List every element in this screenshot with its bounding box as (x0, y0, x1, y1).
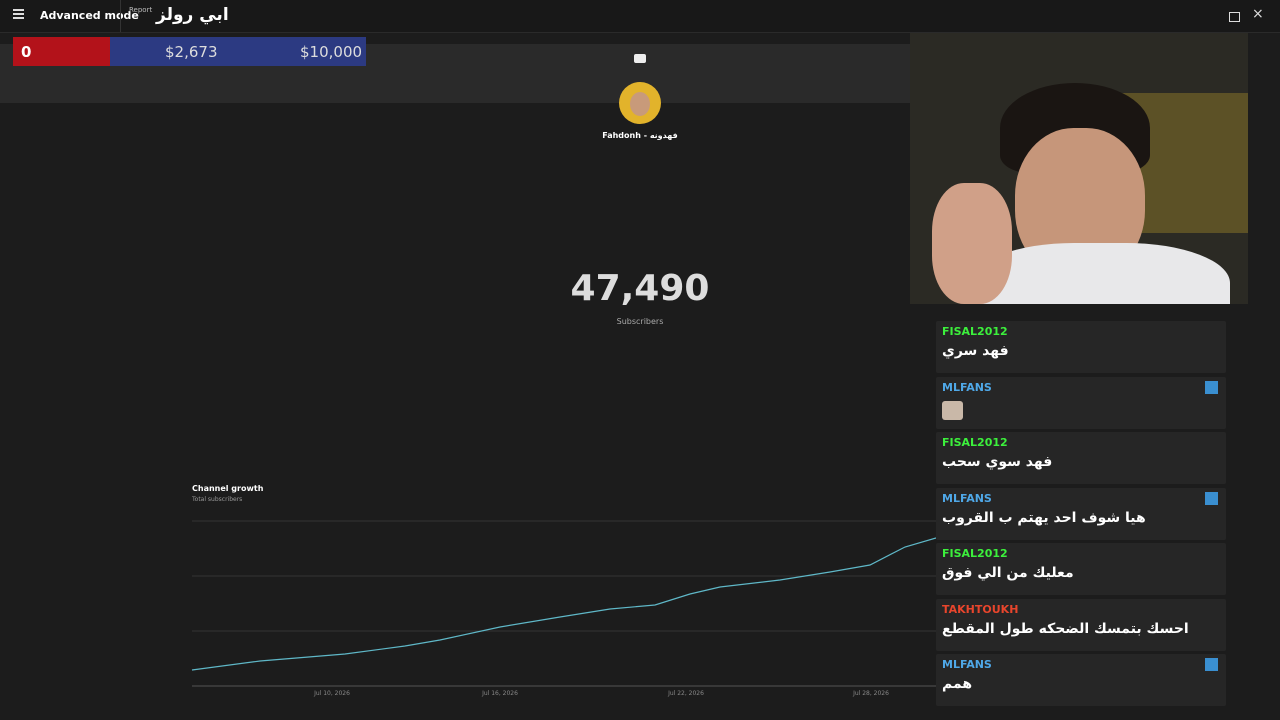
chat-username: MLFANS (942, 658, 992, 671)
report-link[interactable]: Report (129, 6, 153, 14)
chat-text: همم (942, 676, 973, 692)
chat-username: FISAL2012 (942, 325, 1008, 338)
x-label: Jul 16, 2026 (482, 690, 518, 697)
chat-message: TAKHTOUKH احسك بتمسك الضحكه طول المقطع (936, 598, 1226, 651)
chat-message: FISAL2012 معليك من الي فوق (936, 543, 1226, 595)
chat-badge (1205, 658, 1218, 671)
header: Advanced mode Report ابي رولز × (0, 0, 1280, 33)
chat-message: FISAL2012 فهد سوي سحب (936, 432, 1226, 484)
close-button[interactable]: × (1252, 6, 1264, 22)
webcam (910, 33, 1248, 304)
channel-name: Fahdonh - فهدونه (602, 131, 678, 140)
chat-message: MLFANS هيا شوف احد يهتم ب القروب (936, 487, 1226, 540)
goal-target: $10,000 (300, 43, 363, 61)
goal-raised: $2,673 (165, 43, 218, 61)
growth-chart (191, 520, 936, 687)
chat-username: FISAL2012 (942, 547, 1008, 560)
chat-text: فهد سوي سحب (942, 454, 1053, 470)
avatar (619, 82, 661, 124)
chat-emote (942, 400, 963, 420)
goal-progress (13, 37, 110, 66)
chat-badge (1205, 380, 1218, 394)
chat-toggle[interactable] (1229, 12, 1240, 22)
chat-text: احسك بتمسك الضحكه طول المقطع (942, 620, 1189, 637)
goal-bar: 0 $2,673 $10,000 (13, 37, 366, 66)
x-label: Jul 22, 2026 (668, 690, 704, 697)
shirt (970, 243, 1230, 304)
subscriber-count: 47,490 (570, 268, 710, 309)
subscriber-label: Subscribers (616, 317, 664, 326)
chat-username: TAKHTOUKH (942, 602, 1019, 616)
chat-username: MLFANS (942, 491, 992, 505)
chat-message: MLFANS (936, 376, 1226, 429)
stream-title: ابي رولز (156, 5, 229, 25)
youtube-icon (634, 54, 646, 63)
chat-text: فهد سري (942, 343, 1009, 359)
x-label: Jul 28, 2026 (853, 690, 889, 697)
growth-line (191, 537, 936, 671)
chat-text: معليك من الي فوق (942, 565, 1074, 581)
header-title: Advanced mode (40, 9, 139, 22)
chat-badge (1205, 491, 1218, 505)
chart-title: Channel growth (192, 484, 264, 493)
divider (120, 0, 121, 32)
x-label: Jul 10, 2026 (314, 690, 350, 697)
chat-username: FISAL2012 (942, 436, 1008, 449)
chat-username: MLFANS (942, 380, 992, 394)
chat-message: MLFANS همم (936, 654, 1226, 706)
chart-subtitle: Total subscribers (192, 496, 243, 503)
menu-button[interactable] (13, 9, 24, 19)
chat-message: FISAL2012 فهد سري (936, 321, 1226, 373)
grid (192, 520, 936, 687)
hand (932, 183, 1012, 304)
chat-text: هيا شوف احد يهتم ب القروب (942, 509, 1146, 526)
goal-current: 0 (21, 43, 32, 61)
